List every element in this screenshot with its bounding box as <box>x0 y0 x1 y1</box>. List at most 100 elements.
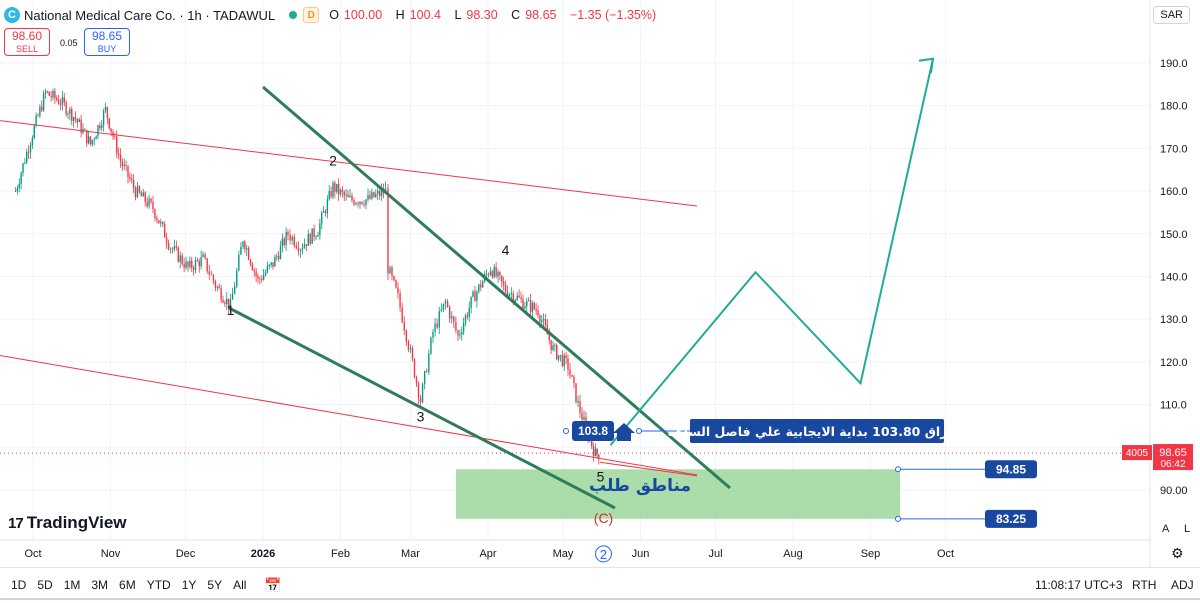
adj-button[interactable]: ADJ <box>1171 578 1194 592</box>
candle-body <box>472 291 474 297</box>
candle-body <box>375 193 377 198</box>
candle-body <box>216 286 219 288</box>
candle-body <box>146 202 148 207</box>
high-value: 100.4 <box>409 8 441 22</box>
candle-body <box>537 310 539 316</box>
candle-body <box>291 236 293 241</box>
timeframe-5y[interactable]: 5Y <box>207 578 223 592</box>
candle-body <box>121 161 124 167</box>
candle-body <box>567 358 569 370</box>
candle-body <box>444 301 447 304</box>
zone-bottom-dot <box>895 515 901 522</box>
symbol-title[interactable]: National Medical Care Co. · 1h · TADAWUL <box>24 7 276 23</box>
tradingview-logo: 17 TradingView <box>8 513 127 532</box>
candle-body <box>127 165 129 177</box>
candle-body <box>31 138 34 146</box>
candle-body <box>162 221 164 225</box>
timeframe-1m[interactable]: 1M <box>63 578 81 592</box>
candle-body <box>321 212 323 224</box>
candle-body <box>281 238 284 247</box>
y-tick-label: 170.0 <box>1160 143 1188 155</box>
timeframe-5d[interactable]: 5D <box>37 578 53 592</box>
gear-icon[interactable]: ⚙ <box>1171 545 1184 561</box>
candle-body <box>561 354 564 366</box>
candle-body <box>563 355 565 366</box>
candle-body <box>548 334 550 341</box>
candle-body <box>341 189 344 193</box>
candle-body <box>104 107 107 111</box>
x-tick-label: Sep <box>861 548 881 560</box>
candle-body <box>417 382 420 398</box>
candle-body <box>461 332 463 335</box>
wave-label-2-circled: 2 <box>600 547 607 562</box>
candle-body <box>585 416 587 426</box>
buy-button[interactable]: 98.65 BUY <box>84 28 130 56</box>
rth-button[interactable]: RTH <box>1132 578 1157 592</box>
candle-body <box>557 355 560 360</box>
projection-path <box>609 58 934 446</box>
candle-body <box>401 307 403 322</box>
candle-body <box>334 182 336 192</box>
auto-scale-button[interactable]: A <box>1162 523 1170 535</box>
wave-label-circle <box>595 545 612 563</box>
y-tick-label: 90.00 <box>1160 485 1188 497</box>
candle-body <box>522 298 524 309</box>
candle-body <box>76 119 79 123</box>
candle-body <box>29 145 32 153</box>
candle-body <box>80 119 82 133</box>
timeframe-1y[interactable]: 1Y <box>181 578 197 592</box>
candle-body <box>432 331 434 338</box>
candle-body <box>289 234 291 241</box>
candle-body <box>399 293 401 308</box>
candle-body <box>423 371 426 384</box>
breakout-badge <box>572 421 614 441</box>
candle-body <box>251 264 254 271</box>
candle-body <box>97 125 99 137</box>
candle-body <box>395 280 397 288</box>
wave-label-5: 5 <box>597 468 605 484</box>
log-scale-button[interactable]: L <box>1184 523 1191 535</box>
candle-body <box>18 184 20 189</box>
trade-buttons: 98.60 SELL 0.05 98.65 BUY <box>4 28 130 56</box>
candle-body <box>192 268 195 270</box>
candle-body <box>110 128 112 132</box>
candle-body <box>200 257 202 267</box>
timeframe-ytd[interactable]: YTD <box>146 578 171 592</box>
zone-trend-line <box>599 461 698 477</box>
candle-body <box>518 295 520 298</box>
candle-body <box>86 130 88 144</box>
candle-body <box>42 93 45 111</box>
candle-body <box>46 91 49 93</box>
candle-body <box>529 300 532 312</box>
candle-body <box>158 220 160 224</box>
wave-label-c: (C) <box>594 510 613 526</box>
currency-button[interactable]: SAR <box>1153 6 1190 24</box>
low-value: 98.30 <box>466 8 498 22</box>
candle-body <box>148 198 150 207</box>
clock[interactable]: 11:08:17 UTC+3 <box>1035 578 1123 592</box>
candle-body <box>554 344 556 346</box>
candle-body <box>57 99 60 104</box>
candle-body <box>39 106 41 116</box>
zone-bottom-value: 83.25 <box>996 512 1026 526</box>
candle-body <box>419 397 422 403</box>
candle-body <box>125 164 127 166</box>
timeframe-all[interactable]: All <box>233 578 247 592</box>
timeframe-1d[interactable]: 1D <box>11 578 27 592</box>
timeframe-6m[interactable]: 6M <box>119 578 136 592</box>
x-tick-label: Jul <box>708 548 722 560</box>
candle-body <box>277 256 280 260</box>
candle-body <box>262 274 265 280</box>
sell-button[interactable]: 98.60 SELL <box>4 28 50 56</box>
candle-body <box>478 284 480 292</box>
candle-body <box>438 311 440 328</box>
candle-body <box>48 91 50 96</box>
candle-body <box>253 270 255 272</box>
timeframe-3m[interactable]: 3M <box>91 578 109 592</box>
date-range-icon[interactable]: 📅 <box>264 576 282 593</box>
y-tick-label: 130.0 <box>1160 314 1188 326</box>
y-tick-label: 150.0 <box>1160 229 1188 241</box>
candle-body <box>249 259 252 265</box>
close-value: 98.65 <box>525 8 557 22</box>
